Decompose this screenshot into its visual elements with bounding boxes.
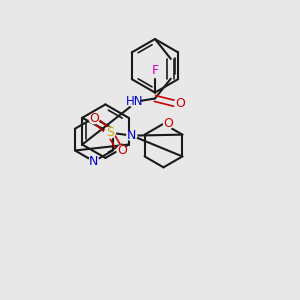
Text: O: O — [89, 112, 99, 125]
Circle shape — [164, 119, 173, 129]
Text: O: O — [117, 144, 127, 157]
Text: HN: HN — [125, 95, 143, 108]
Circle shape — [89, 114, 99, 124]
Circle shape — [174, 98, 185, 109]
Text: O: O — [164, 117, 173, 130]
Circle shape — [127, 131, 137, 141]
Text: F: F — [152, 64, 158, 77]
Text: N: N — [127, 129, 136, 142]
Circle shape — [129, 96, 140, 107]
Text: O: O — [175, 97, 185, 110]
Circle shape — [117, 146, 127, 155]
Circle shape — [89, 156, 99, 166]
Text: N: N — [89, 155, 99, 168]
Text: S: S — [106, 126, 114, 139]
Circle shape — [104, 127, 116, 138]
